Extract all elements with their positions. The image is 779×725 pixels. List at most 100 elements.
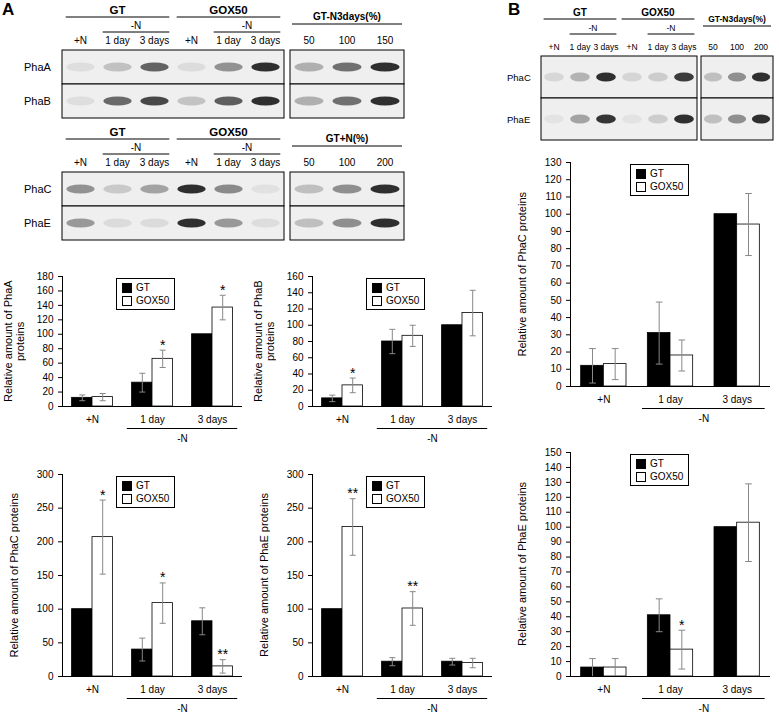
svg-text:GT-N3days(%): GT-N3days(%) [313,11,381,22]
svg-text:-N: -N [131,20,142,31]
svg-text:PhaC: PhaC [507,72,531,83]
svg-text:*: * [100,487,106,503]
svg-text:140: 140 [37,300,54,311]
svg-text:1 day: 1 day [658,684,682,695]
svg-text:50: 50 [550,295,562,306]
svg-text:110: 110 [546,506,562,517]
svg-text:50: 50 [303,157,315,168]
svg-text:-N: -N [131,142,142,153]
svg-text:100: 100 [287,603,304,614]
svg-text:3 days: 3 days [448,684,477,695]
svg-text:120: 120 [545,492,562,503]
svg-text:10: 10 [550,363,562,374]
svg-text:100: 100 [287,319,304,330]
svg-text:-N: -N [589,23,598,33]
svg-text:150: 150 [377,35,394,46]
svg-text:GOX50: GOX50 [209,4,247,16]
svg-text:+N: +N [597,394,610,405]
svg-text:PhaC: PhaC [24,183,52,195]
svg-text:1 day: 1 day [648,42,670,52]
svg-text:90: 90 [550,226,562,237]
svg-text:80: 80 [550,551,562,562]
svg-text:GT: GT [573,7,587,18]
svg-text:-N: -N [242,20,253,31]
svg-text:150: 150 [545,447,562,458]
svg-text:+N: +N [336,684,349,695]
svg-text:140: 140 [545,462,562,473]
svg-text:3 days: 3 days [198,414,227,425]
svg-text:20: 20 [550,641,562,652]
svg-text:-N: -N [427,703,438,714]
svg-text:3 days: 3 days [140,35,169,46]
svg-text:40: 40 [292,368,304,379]
svg-text:160: 160 [287,271,304,282]
svg-text:GT+N(%): GT+N(%) [326,133,369,144]
svg-text:0: 0 [556,381,562,392]
svg-text:100: 100 [339,157,356,168]
svg-text:50: 50 [550,596,562,607]
svg-text:200: 200 [287,536,304,547]
svg-text:40: 40 [550,611,562,622]
svg-text:0: 0 [556,671,562,682]
svg-text:-N: -N [699,703,710,714]
svg-text:50: 50 [292,637,304,648]
svg-text:0: 0 [298,401,304,412]
svg-text:-N: -N [427,433,438,444]
svg-text:+N: +N [597,684,610,695]
svg-text:130: 130 [545,477,562,488]
svg-text:1 day: 1 day [216,35,240,46]
svg-text:PhaE: PhaE [24,217,51,229]
svg-text:3 days: 3 days [722,684,751,695]
svg-text:GT: GT [110,126,126,138]
svg-text:50: 50 [303,35,315,46]
svg-text:*: * [160,569,166,585]
svg-text:*: * [350,365,356,381]
svg-text:*: * [679,617,685,633]
svg-text:*: * [160,337,166,353]
svg-text:1 day: 1 day [658,394,682,405]
svg-text:+N: +N [336,414,349,425]
svg-text:1 day: 1 day [140,684,164,695]
svg-text:300: 300 [37,469,54,480]
svg-text:130: 130 [545,157,562,168]
svg-text:40: 40 [42,372,54,383]
svg-text:+N: +N [185,35,198,46]
svg-text:60: 60 [550,277,562,288]
svg-text:100: 100 [545,208,562,219]
svg-text:GOX50: GOX50 [209,126,247,138]
svg-text:20: 20 [550,346,562,357]
svg-text:140: 140 [287,287,304,298]
svg-text:60: 60 [42,357,54,368]
svg-text:100: 100 [37,603,54,614]
svg-text:30: 30 [550,626,562,637]
svg-text:+N: +N [86,684,99,695]
svg-text:250: 250 [37,502,54,513]
svg-text:3 days: 3 days [251,157,280,168]
svg-text:1 day: 1 day [390,414,414,425]
svg-text:*: * [220,282,226,298]
svg-text:3 days: 3 days [251,35,280,46]
svg-text:50: 50 [708,42,718,52]
svg-text:150: 150 [37,570,54,581]
svg-text:110: 110 [546,191,562,202]
svg-text:PhaA: PhaA [24,61,52,73]
svg-text:250: 250 [287,502,304,513]
svg-text:90: 90 [550,536,562,547]
svg-text:1 day: 1 day [105,157,129,168]
svg-text:40: 40 [550,312,562,323]
svg-text:1 day: 1 day [140,414,164,425]
svg-text:80: 80 [292,336,304,347]
svg-text:180: 180 [37,271,54,282]
svg-text:1 day: 1 day [570,42,592,52]
svg-text:-N: -N [242,142,253,153]
svg-text:30: 30 [550,329,562,340]
svg-text:70: 70 [550,566,562,577]
svg-text:+N: +N [626,42,637,52]
svg-text:10: 10 [550,656,562,667]
svg-text:+N: +N [185,157,198,168]
svg-text:+N: +N [74,157,87,168]
svg-text:20: 20 [292,384,304,395]
svg-text:+N: +N [548,42,559,52]
svg-text:PhaB: PhaB [24,95,51,107]
svg-text:120: 120 [287,303,304,314]
